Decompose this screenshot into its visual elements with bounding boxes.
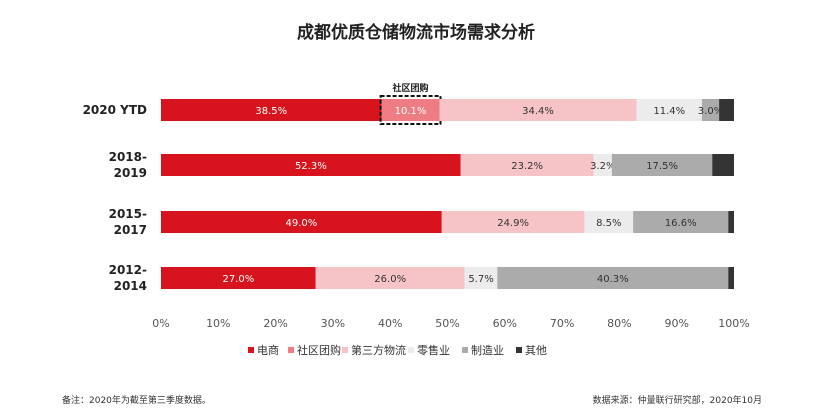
x-tick-label: 70% (550, 317, 574, 330)
legend-swatch (462, 347, 468, 353)
legend-label: 电商 (257, 343, 279, 357)
bar-segment (593, 154, 612, 176)
legend: 电商 社区团购 第三方物流 零售业 制造业 其他 (248, 343, 547, 357)
legend-label: 制造业 (471, 343, 504, 357)
category-label: 2020 YTD (83, 103, 147, 117)
source-note: 数据来源：仲量联行研究部，2020年10月 (593, 394, 762, 406)
data-label: 10.1% (395, 106, 427, 117)
x-tick-label: 20% (263, 317, 287, 330)
data-label: 16.6% (665, 218, 697, 229)
x-tick-label: 40% (378, 317, 402, 330)
data-label: 17.5% (646, 161, 678, 172)
bar-segment (584, 211, 634, 233)
x-tick-label: 100% (718, 317, 749, 330)
data-label: 11.4% (653, 106, 685, 117)
bar-segment (161, 267, 316, 289)
x-tick-label: 80% (607, 317, 631, 330)
bar-segment (497, 267, 729, 289)
x-tick-label: 50% (435, 317, 459, 330)
category-label: 2012- (109, 263, 147, 277)
x-tick-label: 60% (493, 317, 517, 330)
bar-segment (728, 267, 734, 289)
category-label: 2015- (109, 207, 147, 221)
category-label: 2019 (114, 166, 147, 180)
bar-segment (464, 267, 498, 289)
bar-segment (611, 154, 713, 176)
data-label: 3.2% (590, 161, 615, 172)
data-label: 40.3% (597, 274, 629, 285)
footnote: 备注：2020年为截至第三季度数据。 (62, 394, 211, 406)
bar-segment (460, 154, 594, 176)
data-label: 38.5% (255, 106, 287, 117)
legend-label: 第三方物流 (351, 343, 406, 357)
bar-segment (161, 211, 442, 233)
legend-label: 其他 (525, 344, 547, 357)
bar-segment (161, 99, 382, 121)
x-axis-ticks: 0% 10% 20% 30% 40% 50% 60% 70% 80% 90% 100% (152, 317, 749, 330)
x-tick-label: 30% (321, 317, 345, 330)
bar-segment (701, 99, 720, 121)
legend-swatch (288, 347, 294, 353)
data-label: 8.5% (596, 218, 621, 229)
chart-title: 成都优质仓储物流市场需求分析 (297, 22, 535, 43)
category-label: 2017 (114, 223, 147, 237)
data-label: 52.3% (295, 161, 327, 172)
x-tick-label: 10% (206, 317, 230, 330)
category-label: 2018- (109, 150, 147, 164)
bar-segment (381, 99, 440, 121)
annotation-label: 社区团购 (392, 82, 429, 94)
x-tick-label: 90% (664, 317, 688, 330)
x-tick-label: 0% (152, 317, 169, 330)
bar-segment (441, 211, 585, 233)
bar-segment (712, 154, 734, 176)
bar-segment (161, 154, 461, 176)
bars-layer: 38.5% 10.1% 社区团购 34.4% 11.4% 3.0% 52.3% 23.2% 3.… (161, 82, 734, 289)
data-label: 27.0% (222, 274, 254, 285)
data-label: 23.2% (511, 161, 543, 172)
legend-swatch (516, 347, 522, 353)
bar-segment (636, 99, 702, 121)
data-label: 3.0% (698, 106, 723, 117)
legend-label: 社区团购 (297, 343, 341, 357)
category-label: 2014 (114, 279, 147, 293)
data-label: 34.4% (522, 106, 554, 117)
data-label: 24.9% (497, 218, 529, 229)
legend-swatch (342, 347, 348, 353)
legend-swatch (248, 347, 254, 353)
data-label: 49.0% (285, 218, 317, 229)
category-labels: 2020 YTD 2018- 2019 2015- 2017 2012- 2014 (83, 103, 147, 293)
legend-label: 零售业 (417, 343, 450, 357)
legend-swatch (408, 347, 414, 353)
bar-segment (719, 99, 734, 121)
bar-segment (315, 267, 465, 289)
data-label: 5.7% (468, 274, 493, 285)
bar-segment (728, 211, 734, 233)
bar-segment (439, 99, 637, 121)
data-label: 26.0% (374, 274, 406, 285)
bar-segment (633, 211, 729, 233)
